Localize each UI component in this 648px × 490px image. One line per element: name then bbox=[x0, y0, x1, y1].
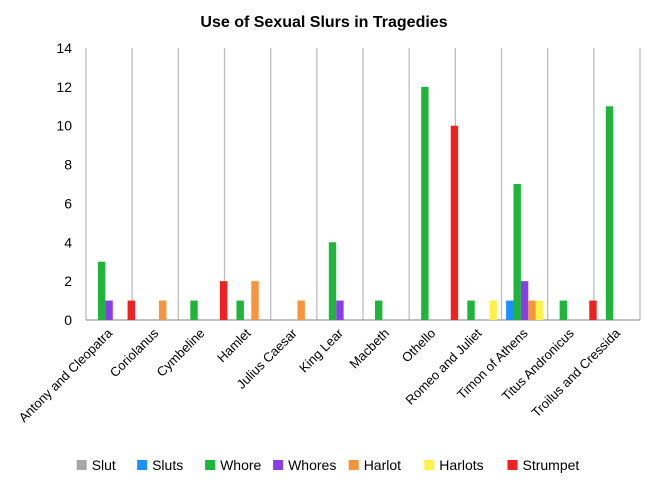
legend-label-harlots: Harlots bbox=[439, 457, 483, 473]
x-tick-label: Troilus and Cressida bbox=[528, 325, 623, 420]
bar-strumpet bbox=[219, 281, 228, 320]
bar-strumpet bbox=[589, 300, 597, 320]
legend-label-sluts: Sluts bbox=[152, 457, 183, 473]
x-tick-label: Hamlet bbox=[214, 325, 254, 365]
x-tick-label: Coriolanus bbox=[107, 325, 162, 380]
legend-swatch-strumpet bbox=[507, 460, 518, 470]
bar-whore bbox=[467, 300, 475, 320]
legend-swatch-harlot bbox=[348, 460, 359, 470]
bar-whore bbox=[97, 261, 106, 320]
legend-swatch-whores bbox=[273, 460, 284, 470]
bar-whores bbox=[520, 281, 529, 320]
bar-whore bbox=[190, 300, 198, 320]
x-tick-label: King Lear bbox=[296, 325, 346, 375]
legend-label-strumpet: Strumpet bbox=[523, 457, 580, 473]
y-tick-label: 10 bbox=[56, 118, 72, 134]
bar-layer bbox=[97, 86, 614, 321]
x-tick-label: Macbeth bbox=[346, 326, 392, 372]
legend-swatch-slut bbox=[76, 460, 87, 470]
legend-swatch-sluts bbox=[137, 460, 148, 470]
y-tick-label: 2 bbox=[64, 273, 72, 289]
bar-whore bbox=[559, 300, 568, 320]
bar-harlot bbox=[528, 300, 536, 320]
bar-harlots bbox=[535, 300, 544, 320]
y-tick-label: 0 bbox=[64, 312, 72, 328]
bar-sluts bbox=[506, 300, 514, 320]
bar-whore bbox=[605, 106, 614, 321]
bar-whores bbox=[105, 300, 113, 320]
legend-swatch-whore bbox=[205, 460, 216, 470]
legend-label-slut: Slut bbox=[92, 457, 116, 473]
legend: Slut Sluts Whore Whores Harlot Harlots Strumpe… bbox=[76, 457, 580, 473]
legend-swatch-harlots bbox=[424, 460, 435, 470]
bar-whore bbox=[513, 184, 521, 320]
bar-strumpet bbox=[127, 300, 135, 320]
y-tick-label: 8 bbox=[64, 157, 72, 173]
legend-label-harlot: Harlot bbox=[364, 457, 401, 473]
axis-layer: 0 2 4 6 8 10 12 14 bbox=[56, 40, 640, 328]
x-tick-label: Antony and Cleopatra bbox=[16, 325, 116, 425]
y-tick-label: 4 bbox=[64, 234, 72, 250]
x-tick-label: Cymbeline bbox=[153, 326, 207, 380]
bar-whore bbox=[236, 300, 244, 320]
bar-harlots bbox=[489, 300, 497, 320]
bar-whores bbox=[336, 300, 344, 320]
bar-whore bbox=[374, 300, 383, 320]
grid-layer bbox=[85, 48, 641, 320]
x-tick-label: Othello bbox=[399, 326, 439, 366]
y-tick-label: 6 bbox=[64, 195, 72, 211]
bar-harlot bbox=[158, 300, 167, 320]
legend-label-whore: Whore bbox=[220, 457, 261, 473]
bar-whore bbox=[328, 242, 337, 320]
bar-harlot bbox=[297, 300, 305, 320]
bar-strumpet bbox=[450, 125, 459, 320]
y-tick-label: 14 bbox=[56, 40, 72, 56]
legend-label-whores: Whores bbox=[288, 457, 336, 473]
y-tick-label: 12 bbox=[56, 79, 72, 95]
chart-title: Use of Sexual Slurs in Tragedies bbox=[200, 14, 447, 31]
bar-whore bbox=[421, 86, 429, 320]
bar-harlot bbox=[251, 281, 259, 320]
